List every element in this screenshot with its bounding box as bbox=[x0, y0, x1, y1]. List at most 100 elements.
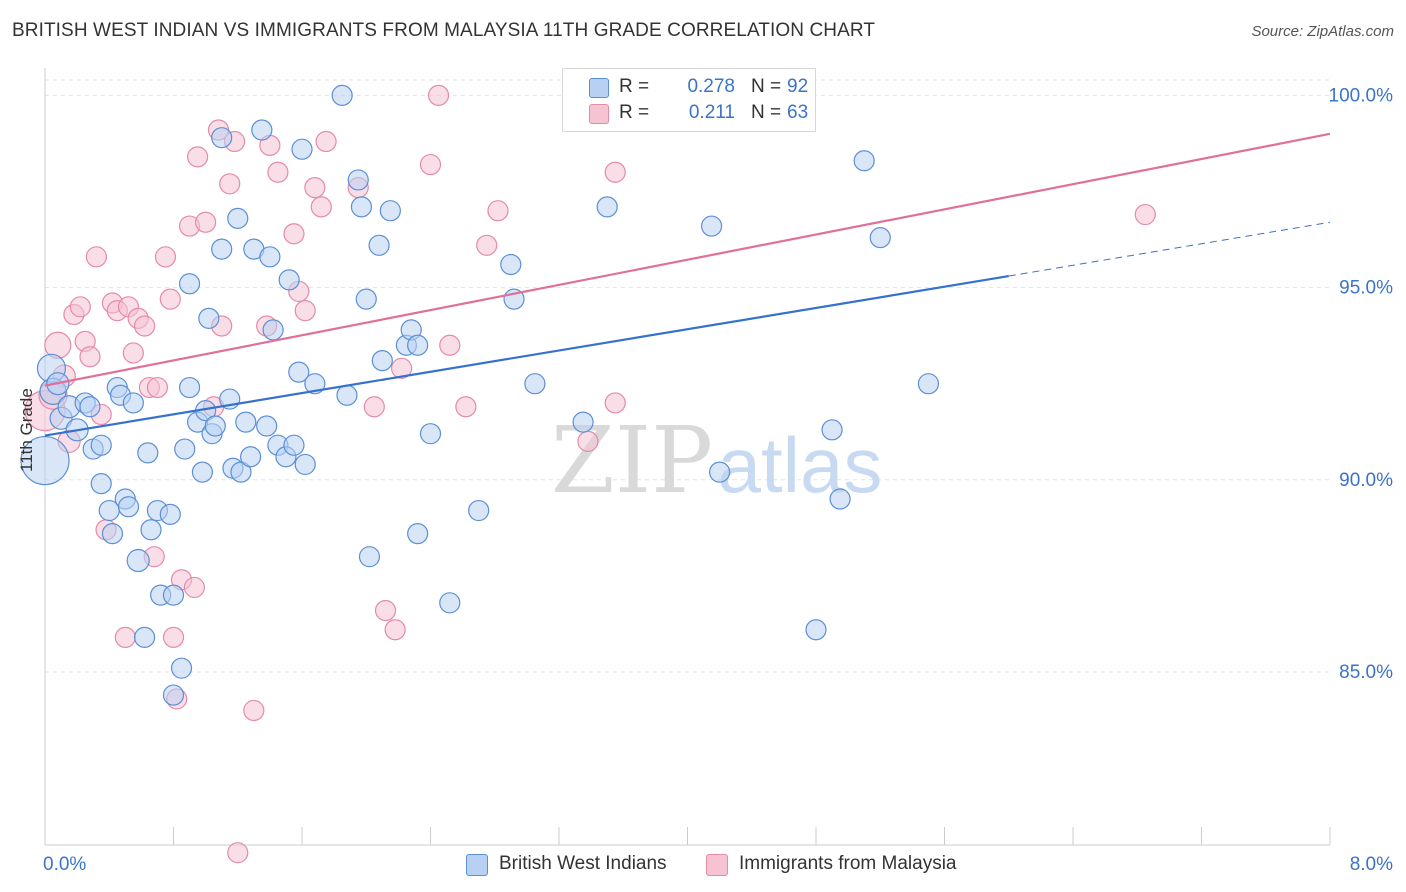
malaysia-point bbox=[186, 146, 209, 168]
malaysia-point bbox=[154, 246, 177, 268]
bwi-point bbox=[331, 84, 353, 106]
bwi-point bbox=[805, 619, 827, 641]
bwi-point bbox=[829, 488, 851, 510]
malaysia-point bbox=[476, 234, 498, 256]
bwi-point bbox=[140, 519, 162, 541]
bwi-point bbox=[262, 319, 284, 341]
malaysia-point bbox=[1134, 203, 1156, 226]
malaysia-point bbox=[604, 161, 626, 183]
malaysia-point bbox=[122, 342, 144, 364]
chart-title: BRITISH WEST INDIAN VS IMMIGRANTS FROM M… bbox=[12, 20, 876, 41]
y-tick-label: 85.0% bbox=[1339, 662, 1393, 683]
grid-lines bbox=[45, 79, 1330, 673]
source-credit: Source: ZipAtlas.com bbox=[1251, 23, 1394, 40]
bwi-point bbox=[230, 461, 252, 483]
bwi-point bbox=[524, 373, 546, 395]
bwi-point bbox=[917, 373, 940, 395]
bwi-point bbox=[170, 657, 193, 679]
malaysia-point bbox=[304, 177, 326, 199]
bwi-point bbox=[288, 361, 310, 383]
bwi-point bbox=[336, 384, 358, 406]
series-malaysia-points bbox=[24, 84, 1156, 864]
stats-legend: R = 0.278 N = 92 R = 0.211 N = 63 bbox=[562, 68, 816, 132]
legend-n-label: N = bbox=[751, 76, 782, 97]
malaysia-point bbox=[146, 376, 169, 399]
legend-r-value: 0.211 bbox=[688, 102, 735, 123]
bwi-point bbox=[137, 442, 159, 464]
bwi-point bbox=[291, 138, 313, 160]
bwi-point bbox=[283, 434, 305, 456]
malaysia-point bbox=[390, 357, 413, 379]
bwi-point bbox=[211, 127, 233, 149]
y-tick-label: 100.0% bbox=[1329, 85, 1394, 106]
bwi-point bbox=[126, 548, 150, 573]
malaysia-point bbox=[419, 153, 442, 176]
bwi-point bbox=[162, 684, 185, 706]
malaysia-point bbox=[159, 288, 181, 310]
bwi-point bbox=[79, 396, 101, 418]
bwi-point bbox=[178, 273, 201, 295]
legend-r-label: R = bbox=[619, 76, 650, 97]
series-legend: British West Indians Immigrants from Mal… bbox=[0, 852, 1406, 878]
legend-swatch-blue bbox=[589, 78, 609, 98]
malaysia-point bbox=[219, 173, 241, 195]
bwi-point bbox=[596, 196, 618, 218]
bwi-point bbox=[251, 119, 273, 141]
malaysia-point bbox=[267, 161, 289, 183]
bwi-point bbox=[304, 373, 326, 395]
bwi-point bbox=[379, 200, 401, 222]
legend-n-label: N = bbox=[751, 102, 782, 123]
bwi-point bbox=[821, 419, 843, 441]
trend-lines bbox=[44, 132, 1331, 437]
bwi-point bbox=[572, 411, 594, 433]
bwi-point bbox=[358, 546, 381, 568]
bwi-point bbox=[122, 392, 144, 414]
bwi-point bbox=[159, 503, 181, 525]
malaysia-point bbox=[227, 842, 249, 864]
y-axis-title: 11th Grade bbox=[17, 388, 36, 472]
bwi-point bbox=[117, 496, 140, 518]
bwi-point bbox=[198, 307, 220, 329]
bwi-point bbox=[235, 411, 257, 433]
bwi-point bbox=[368, 234, 390, 256]
bwi-point bbox=[178, 376, 201, 399]
bwi-point bbox=[407, 523, 429, 545]
bwi-point bbox=[174, 438, 196, 460]
legend-swatch-blue bbox=[466, 854, 488, 876]
bwi-point bbox=[90, 434, 112, 456]
malaysia-point bbox=[79, 346, 101, 368]
bwi-point bbox=[259, 246, 281, 268]
legend-label: British West Indians bbox=[499, 853, 667, 874]
bwi-point bbox=[101, 523, 124, 545]
bwi-point bbox=[700, 215, 723, 237]
y-tick-label: 90.0% bbox=[1339, 470, 1393, 491]
malaysia-trend-line bbox=[44, 132, 1331, 387]
malaysia-point bbox=[455, 396, 477, 418]
x-tick-label: 8.0% bbox=[1350, 854, 1393, 875]
legend-n-value: 92 bbox=[787, 76, 809, 97]
legend-r-label: R = bbox=[619, 102, 650, 123]
bwi-point bbox=[240, 446, 262, 468]
malaysia-point bbox=[195, 211, 217, 233]
y-tick-label: 95.0% bbox=[1339, 278, 1393, 299]
legend-n-value: 63 bbox=[787, 102, 809, 123]
bwi-point bbox=[347, 169, 369, 191]
legend-r-value: 0.278 bbox=[687, 76, 735, 97]
bwi-point bbox=[709, 461, 731, 483]
bwi-point bbox=[294, 453, 316, 476]
malaysia-point bbox=[283, 223, 305, 245]
malaysia-point bbox=[577, 430, 599, 452]
malaysia-point bbox=[315, 130, 337, 153]
bwi-point bbox=[90, 473, 112, 495]
bwi-trend-extension bbox=[1008, 221, 1331, 277]
bwi-point bbox=[278, 269, 300, 291]
malaysia-point bbox=[162, 626, 185, 649]
malaysia-point bbox=[427, 84, 450, 106]
bwi-point bbox=[407, 334, 429, 356]
bwi-point bbox=[191, 461, 214, 483]
bwi-point bbox=[869, 227, 891, 249]
bwi-point bbox=[500, 253, 522, 276]
malaysia-point bbox=[363, 396, 385, 418]
malaysia-point bbox=[374, 599, 397, 622]
malaysia-point bbox=[69, 296, 91, 318]
